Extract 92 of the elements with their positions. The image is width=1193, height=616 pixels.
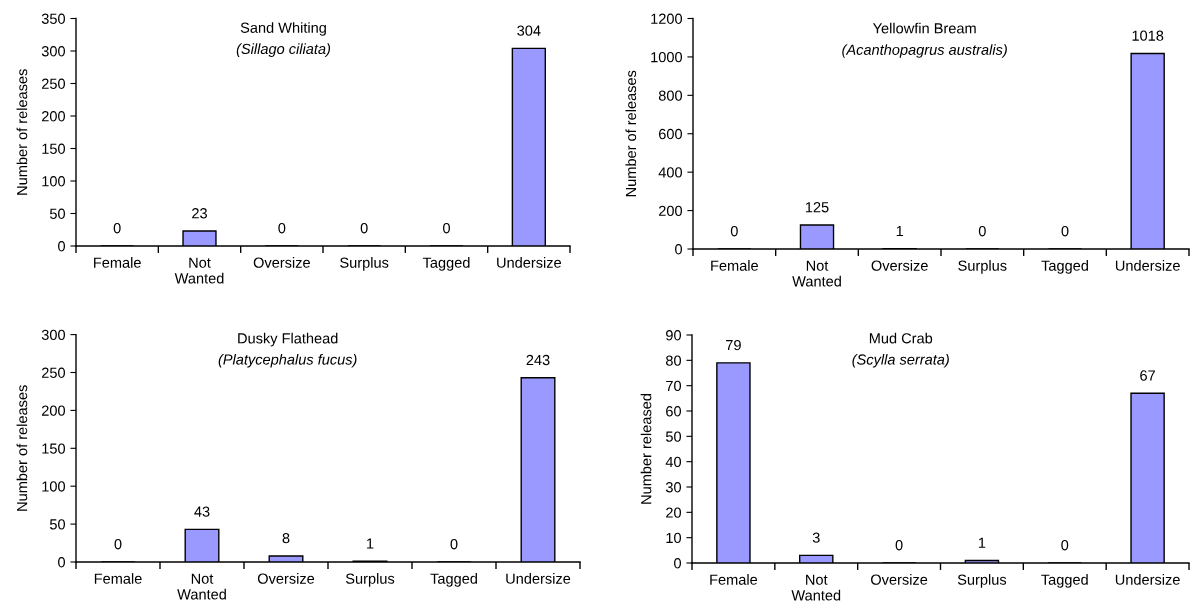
y-tick-label: 0 [675,244,683,255]
text: (Sillago ciliata) [236,43,331,57]
x-tick-label: Female [94,257,141,268]
data-label: 0 [1061,226,1069,237]
text: (Platycephalus fucus) [218,353,357,368]
y-tick-label: 30 [665,482,682,493]
y-tick-label: 1200 [651,13,683,24]
y-axis-title: Number of releases [16,385,28,511]
x-tick-label: Not Wanted [177,573,226,600]
y-tick-label: 10 [666,532,682,544]
y-axis-title: Number of releases [16,69,28,195]
y-tick-label: 0 [674,558,682,569]
y-tick-label: 90 [666,330,682,341]
data-label: 0 [113,223,121,234]
x-tick-label: Tagged [1041,574,1088,588]
x-tick-label: Tagged [1041,260,1088,274]
y-tick-label: 800 [658,90,683,101]
chart-title: Dusky Flathead [238,332,338,347]
x-tick-label: Undersize [497,257,562,268]
text: (Scylla serrata) [852,353,949,368]
x-tick-label: Undersize [506,573,571,584]
data-label: 0 [278,223,286,234]
x-tick-label: Undersize [1115,260,1180,271]
y-tick-label: 200 [41,405,66,416]
y-tick-label: 200 [658,205,683,217]
y-tick-label: 300 [41,46,66,57]
x-tick-label: Undersize [1115,574,1180,585]
chart-title: Sand Whiting [240,22,326,36]
y-axis-title: Number released [640,394,652,504]
x-tick-label: Surplus [958,260,1007,274]
data-label: 8 [282,533,290,544]
y-tick-label: 600 [658,128,683,140]
y-tick-label: 400 [658,167,683,178]
y-tick-label: 150 [42,143,66,154]
data-label: 3 [812,532,820,543]
y-tick-label: 50 [49,519,66,530]
y-tick-label: 40 [665,456,682,468]
data-label: 0 [1061,540,1069,551]
chart-title: Yellowfin Bream [872,22,976,34]
data-label: 1 [367,538,374,549]
y-tick-label: 70 [666,380,682,392]
x-tick-label: Tagged [422,257,470,271]
y-tick-label: 100 [42,176,66,187]
x-tick-label: Not Wanted [791,574,841,601]
x-tick-label: Female [94,573,142,584]
y-tick-label: 60 [666,406,682,417]
y-tick-label: 50 [49,208,66,219]
x-tick-label: Not Wanted [174,257,224,284]
y-tick-label: 250 [41,78,66,89]
x-tick-label: Oversize [871,260,928,271]
x-tick-label: Female [711,260,758,271]
data-label: 125 [805,202,829,213]
data-label: 304 [517,25,541,36]
y-tick-label: 350 [41,13,66,24]
data-label: 0 [360,223,368,234]
y-tick-label: 0 [58,241,66,252]
y-tick-label: 150 [42,443,66,454]
y-tick-label: 200 [41,111,66,122]
data-label: 0 [978,226,986,237]
data-label: 243 [526,354,550,366]
x-tick-label: Surplus [345,573,395,587]
x-tick-label: Oversize [257,573,315,584]
y-tick-label: 20 [666,507,682,518]
x-tick-label: Oversize [253,257,310,268]
data-label: 0 [450,539,458,550]
chart-title: Mud Crab [869,332,933,344]
data-label: 1018 [1132,30,1164,41]
y-axis-title: Number of releases [625,70,637,197]
data-label: 1 [896,226,904,237]
y-tick-label: 250 [41,367,66,378]
data-label: 0 [730,226,738,237]
x-tick-label: Not Wanted [792,260,841,287]
text: (Acanthopagrus australis) [842,44,1007,58]
data-label: 0 [114,539,122,550]
data-label: 79 [726,339,741,351]
y-tick-label: 1000 [651,52,683,63]
y-tick-label: 100 [42,481,66,492]
x-tick-label: Female [710,574,758,585]
y-tick-label: 0 [58,557,66,568]
x-tick-label: Surplus [957,574,1007,588]
x-tick-label: Tagged [430,573,477,587]
data-label: 1 [978,537,986,548]
data-label: 43 [194,506,210,517]
data-label: 0 [895,540,903,551]
x-tick-label: Oversize [871,574,928,585]
data-label: 23 [192,208,207,219]
y-tick-label: 50 [665,431,682,442]
data-label: 0 [443,223,450,234]
y-tick-label: 300 [41,329,66,341]
data-label: 67 [1140,370,1155,381]
y-tick-label: 80 [666,355,682,366]
x-tick-label: Surplus [340,257,389,271]
